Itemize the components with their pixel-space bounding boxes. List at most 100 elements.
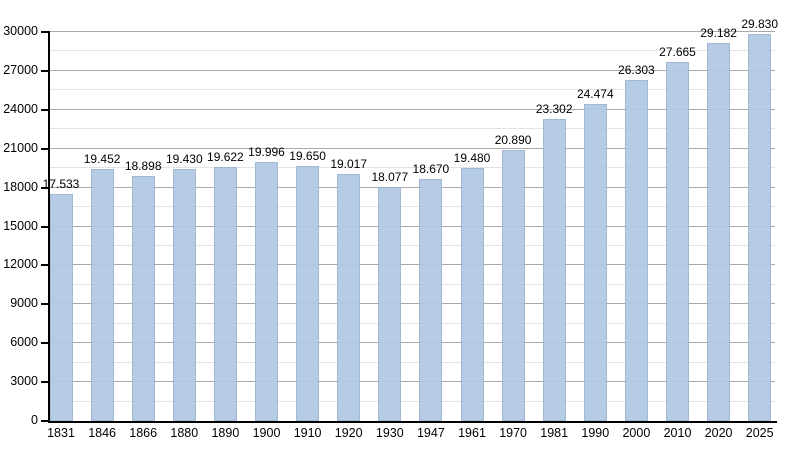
bar-1831 (49, 193, 73, 421)
y-tick-mark (41, 264, 49, 267)
bar-value-label: 17.533 (42, 176, 80, 191)
minor-gridline (50, 400, 775, 402)
major-gridline (50, 186, 775, 188)
y-tick-label: 30000 (3, 24, 38, 38)
y-tick-label: 9000 (10, 296, 38, 311)
y-tick-label: 21000 (3, 140, 38, 155)
major-gridline (50, 69, 775, 71)
y-tick-label: 12000 (3, 257, 38, 272)
y-tick-label: 6000 (10, 335, 38, 350)
bar-1890 (213, 166, 237, 421)
bar-value-label: 24.474 (576, 86, 614, 101)
bar-value-label: 27.665 (659, 45, 696, 60)
plot-area: 17.533 19.452 18.898 19.430 19.622 19.996 19.6… (43, 17, 778, 421)
bar-value-label: 26.303 (618, 62, 655, 77)
bar-value-label: 29.830 (741, 17, 779, 32)
bar-value-label: 19.017 (330, 157, 368, 172)
bar-value-label: 19.996 (248, 144, 285, 159)
y-tick-label: 27000 (3, 62, 38, 77)
minor-gridline (50, 89, 775, 91)
minor-gridline (50, 283, 775, 285)
x-tick-label-1930: 1930 (375, 426, 404, 440)
x-tick-label-1981: 1981 (540, 426, 569, 440)
y-tick-label: 3000 (10, 374, 38, 389)
y-tick-label: 15000 (3, 218, 38, 233)
y-tick-mark (41, 420, 49, 422)
x-tick-label-1961: 1961 (458, 426, 486, 440)
minor-gridline (50, 128, 775, 130)
x-tick-label-1900: 1900 (252, 426, 281, 440)
y-tick-mark (41, 31, 49, 33)
bar-2000 (624, 79, 648, 421)
major-gridline (50, 264, 775, 266)
x-axis-labels: 1831 1846 1866 1880 1890 1900 1910 1920 1930 1947… (47, 425, 775, 445)
y-tick-mark (41, 225, 49, 228)
bar-value-label: 19.452 (83, 151, 121, 166)
minor-gridline (50, 50, 775, 52)
major-gridline (50, 225, 775, 227)
bar-value-label: 29.182 (700, 25, 737, 40)
bar-1930 (378, 186, 402, 421)
bar-2025 (748, 34, 772, 421)
bar-1900 (255, 161, 278, 421)
major-gridline (50, 381, 775, 383)
y-axis-labels: 0 3000 6000 9000 12000 15000 18000 21000 24000 27… (0, 24, 39, 427)
bar-1910 (296, 166, 320, 421)
bar-1947 (419, 178, 443, 421)
bar-2010 (666, 62, 689, 421)
bar-1846 (90, 168, 114, 421)
x-tick-label-1990: 1990 (581, 426, 610, 440)
major-gridline (50, 147, 775, 149)
minor-gridline (50, 361, 775, 363)
x-tick-label-1947: 1947 (416, 426, 445, 440)
major-gridline (50, 303, 775, 305)
bar-1981 (542, 118, 566, 421)
y-tick-mark (41, 342, 49, 345)
bar-value-label: 18.670 (412, 161, 450, 176)
y-tick-mark (41, 381, 49, 384)
x-tick-label-1831: 1831 (47, 426, 75, 440)
x-tick-label-1970: 1970 (499, 426, 527, 440)
minor-gridline (50, 206, 775, 208)
minor-gridline (50, 244, 775, 246)
y-tick-mark (41, 303, 49, 306)
major-gridline (50, 108, 775, 110)
major-gridline (50, 342, 775, 344)
x-tick-label-1920: 1920 (334, 426, 363, 440)
x-tick-label-1866: 1866 (129, 426, 158, 440)
y-tick-mark (41, 108, 49, 111)
bar-1970 (501, 150, 525, 421)
x-tick-label-1890: 1890 (211, 426, 240, 440)
bar-1866 (131, 175, 155, 421)
x-axis-line (48, 421, 777, 423)
bar-value-label: 18.898 (124, 158, 162, 173)
y-tick-label: 24000 (3, 101, 38, 116)
bar-value-label: 19.622 (207, 149, 244, 164)
bar-1990 (583, 103, 607, 421)
y-tick-mark (41, 147, 49, 150)
y-tick-label: 18000 (3, 179, 38, 194)
major-gridline (50, 31, 775, 32)
bar-1961 (460, 168, 484, 421)
bar-value-label: 23.302 (535, 101, 573, 116)
x-tick-label-1880: 1880 (170, 426, 199, 440)
bar-value-label: 19.430 (165, 152, 203, 167)
bar-value-label: 20.890 (494, 133, 532, 148)
x-tick-label-2010: 2010 (663, 426, 692, 440)
bar-1880 (172, 169, 196, 421)
y-tick-mark (41, 69, 49, 72)
minor-gridline (50, 322, 775, 324)
bar-value-label: 19.480 (453, 151, 491, 166)
x-tick-label-1910: 1910 (293, 426, 322, 440)
x-tick-label-2025: 2025 (745, 426, 774, 440)
y-axis-line (48, 31, 50, 423)
bar-value-label: 18.077 (371, 169, 409, 184)
x-tick-label-1846: 1846 (88, 426, 116, 440)
x-tick-label-2000: 2000 (622, 426, 651, 440)
x-tick-label-2020: 2020 (704, 426, 733, 440)
bar-1920 (337, 174, 361, 421)
y-tick-label: 0 (31, 413, 38, 427)
y-tick-mark (41, 186, 49, 189)
minor-gridline (50, 167, 775, 169)
